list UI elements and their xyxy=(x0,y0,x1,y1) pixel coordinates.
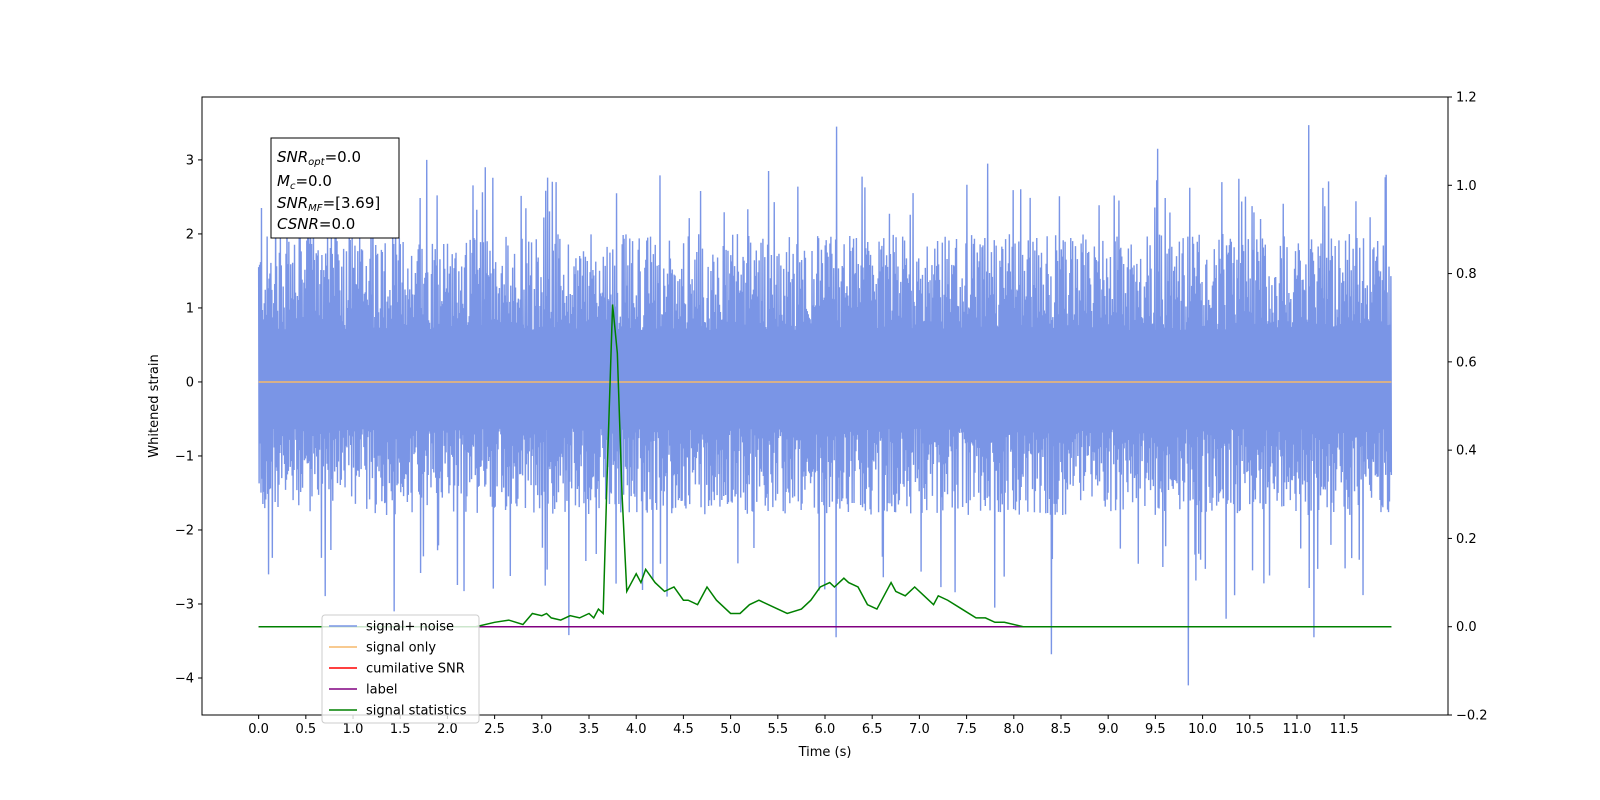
y2-tick-label: 0.8 xyxy=(1456,267,1477,282)
y2-tick-label: 0.0 xyxy=(1456,620,1477,635)
y2-tick-label: 0.6 xyxy=(1456,355,1477,370)
y-tick-label: 0 xyxy=(186,375,194,390)
y2-tick-label: −0.2 xyxy=(1456,709,1488,724)
y-tick-label: −1 xyxy=(175,449,194,464)
series-signal-noise-line xyxy=(257,125,1393,686)
y-tick-label: −2 xyxy=(175,523,194,538)
axes: 0.0 0.5 1.0 1.5 2.0 2.5 3.0 3.5 4.0 4.5 5.0 5.5 6.0 6… xyxy=(175,91,1488,738)
legend-entry-label: signal statistics xyxy=(366,704,467,719)
legend-frame xyxy=(321,614,480,724)
x-axis-label: Time (s) xyxy=(798,745,852,760)
info-box-frame xyxy=(270,137,400,239)
x-tick-label: 7.5 xyxy=(956,722,977,737)
x-tick-label: 7.0 xyxy=(909,722,930,737)
y2-tick-label: 1.0 xyxy=(1456,179,1477,194)
x-tick-label: 2.5 xyxy=(484,722,505,737)
y-tick-label: −3 xyxy=(175,597,194,612)
y2-tick-label: 0.4 xyxy=(1456,444,1477,459)
x-tick-label: 11.5 xyxy=(1330,722,1359,737)
x-tick-label: 4.0 xyxy=(626,722,647,737)
info-line-snr-mf: SNRMF=[3.69] xyxy=(277,194,380,214)
x-tick-label: 6.5 xyxy=(862,722,883,737)
y2-tick-label: 1.2 xyxy=(1456,91,1477,106)
legend-entry-label: signal+ noise xyxy=(366,620,454,635)
x-tick-label: 3.5 xyxy=(579,722,600,737)
x-tick-label: 5.0 xyxy=(720,722,741,737)
legend: signal+ noise signal only cumilative SNR la… xyxy=(321,614,480,724)
x-tick-label: 0.0 xyxy=(248,722,269,737)
x-tick-label: 1.5 xyxy=(390,722,411,737)
legend-entry-label: label xyxy=(366,683,397,698)
series-signal-statistics-line xyxy=(258,304,1392,628)
x-tick-label: 5.5 xyxy=(767,722,788,737)
x-tick-label: 2.0 xyxy=(437,722,458,737)
x-tick-label: 9.0 xyxy=(1098,722,1119,737)
y-axis-label: Whitened strain xyxy=(147,354,162,457)
x-tick-label: 4.5 xyxy=(673,722,694,737)
info-line-snr-opt: SNRopt=0.0 xyxy=(277,148,361,168)
info-box: SNRopt=0.0 Mc=0.0 SNRMF=[3.69] CSNR=0.0 xyxy=(270,137,400,239)
x-tick-label: 8.0 xyxy=(1003,722,1024,737)
y-tick-label: 1 xyxy=(186,301,194,316)
y2-tick-label: 0.2 xyxy=(1456,532,1477,547)
y-tick-label: −4 xyxy=(175,671,194,686)
x-tick-label: 3.0 xyxy=(531,722,552,737)
legend-entry-label: signal only xyxy=(366,641,436,656)
legend-entry-label: cumilative SNR xyxy=(366,662,465,677)
x-tick-label: 9.5 xyxy=(1145,722,1166,737)
x-tick-label: 1.0 xyxy=(343,722,364,737)
y-tick-label: 2 xyxy=(186,227,194,242)
x-tick-label: 10.0 xyxy=(1188,722,1217,737)
info-line-mc: Mc=0.0 xyxy=(277,172,332,192)
x-tick-label: 8.5 xyxy=(1051,722,1072,737)
x-tick-label: 11.0 xyxy=(1282,722,1311,737)
y-tick-label: 3 xyxy=(186,153,194,168)
x-tick-label: 0.5 xyxy=(295,722,316,737)
x-tick-label: 10.5 xyxy=(1235,722,1264,737)
info-line-csnr: CSNR=0.0 xyxy=(277,215,355,233)
x-tick-label: 6.0 xyxy=(815,722,836,737)
